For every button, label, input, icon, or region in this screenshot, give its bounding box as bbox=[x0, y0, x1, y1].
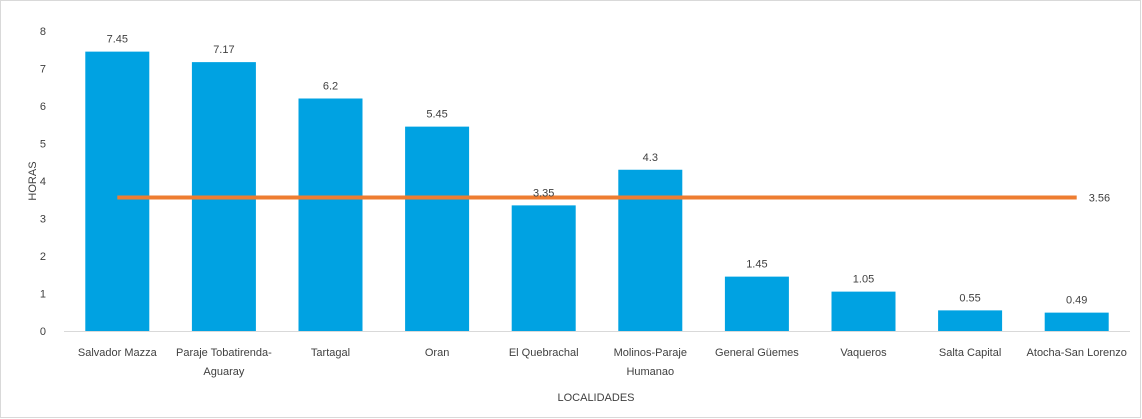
bar-value-label: 4.3 bbox=[643, 152, 658, 164]
category-label: El Quebrachal bbox=[509, 347, 579, 359]
bar-value-label: 6.2 bbox=[323, 81, 338, 93]
category-label: Molinos-Paraje bbox=[614, 347, 687, 359]
y-axis-title: HORAS bbox=[27, 161, 39, 200]
y-tick-label: 1 bbox=[40, 289, 46, 301]
bars bbox=[85, 52, 1108, 331]
y-tick-label: 0 bbox=[40, 326, 46, 338]
bar-value-label: 3.35 bbox=[533, 187, 554, 199]
category-label: General Güemes bbox=[715, 347, 799, 359]
bar-value-label: 0.49 bbox=[1066, 295, 1087, 307]
bar-value-label: 0.55 bbox=[959, 292, 980, 304]
y-tick-label: 3 bbox=[40, 214, 46, 226]
category-label: Oran bbox=[425, 347, 449, 359]
category-label: Vaqueros bbox=[840, 347, 887, 359]
bar-value-label: 7.17 bbox=[213, 44, 234, 56]
category-label: Salta Capital bbox=[939, 347, 1001, 359]
bar bbox=[618, 170, 682, 331]
bar bbox=[299, 99, 363, 332]
bar-value-label: 7.45 bbox=[107, 34, 128, 46]
x-axis-title: LOCALIDADES bbox=[557, 392, 634, 404]
bar-value-label: 5.45 bbox=[426, 109, 447, 121]
y-tick-label: 6 bbox=[40, 101, 46, 113]
category-label: Tartagal bbox=[311, 347, 350, 359]
y-tick-label: 7 bbox=[40, 64, 46, 76]
category-label: Paraje Tobatirenda- bbox=[176, 347, 272, 359]
y-axis-ticks: 0 1 2 3 4 5 6 7 8 bbox=[40, 26, 46, 338]
bar bbox=[832, 292, 896, 331]
bar-value-label: 1.05 bbox=[853, 274, 874, 286]
bar bbox=[938, 310, 1002, 331]
category-label: Aguaray bbox=[203, 366, 244, 378]
y-tick-label: 8 bbox=[40, 26, 46, 38]
category-label: Humanao bbox=[626, 366, 674, 378]
bar bbox=[1045, 313, 1109, 331]
category-labels: Salvador Mazza Paraje Tobatirenda- Aguaray… bbox=[78, 347, 1127, 378]
bar bbox=[512, 205, 576, 331]
category-label: Atocha-San Lorenzo bbox=[1027, 347, 1127, 359]
bar bbox=[725, 277, 789, 331]
bar-value-label: 1.45 bbox=[746, 259, 767, 271]
average-line-label: 3.56 bbox=[1089, 193, 1110, 205]
bar bbox=[405, 127, 469, 331]
y-tick-label: 5 bbox=[40, 139, 46, 151]
bar bbox=[85, 52, 149, 331]
y-tick-label: 2 bbox=[40, 251, 46, 263]
y-tick-label: 4 bbox=[40, 176, 46, 188]
category-label: Salvador Mazza bbox=[78, 347, 158, 359]
